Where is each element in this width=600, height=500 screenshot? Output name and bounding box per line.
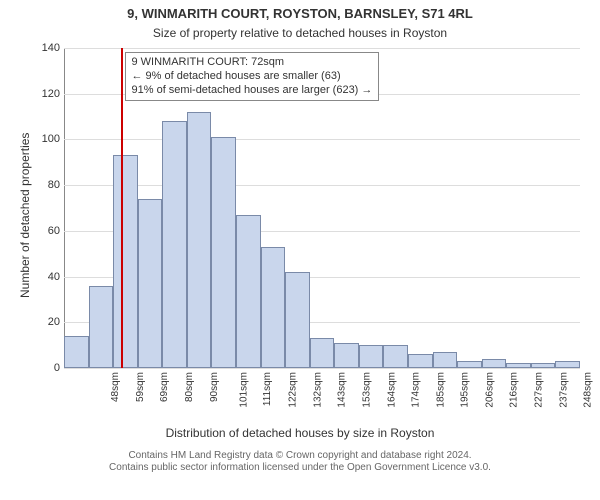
chart-container: { "header": { "address": "9, WINMARITH C… [0,0,600,500]
x-tick-label: 174sqm [411,372,422,408]
x-tick-label: 185sqm [435,372,446,408]
x-tick-label: 216sqm [509,372,520,408]
x-tick-label: 111sqm [262,372,273,406]
x-tick-label: 59sqm [135,372,146,402]
x-tick-label: 132sqm [312,372,323,408]
histogram-bar [236,215,261,368]
histogram-bar [64,336,89,368]
x-tick-label: 195sqm [460,372,471,408]
y-tick-label: 0 [30,362,60,374]
annotation-line: 91% of semi-detached houses are larger (… [132,84,373,98]
annotation-line: 9 WINMARITH COURT: 72sqm [132,56,373,70]
y-tick-label: 20 [30,316,60,328]
y-tick-label: 120 [30,88,60,100]
histogram-bar [334,343,359,368]
chart-subtitle: Size of property relative to detached ho… [0,26,600,40]
y-tick-label: 140 [30,42,60,54]
x-tick-label: 69sqm [159,372,170,402]
gridline [64,368,580,369]
histogram-bar [187,112,212,368]
plot-area: 9 WINMARITH COURT: 72sqm← 9% of detached… [64,48,580,368]
histogram-bar [408,354,433,368]
y-tick-label: 100 [30,133,60,145]
footer: Contains HM Land Registry data © Crown c… [0,450,600,474]
histogram-bar [531,363,556,368]
histogram-bar [211,137,236,368]
histogram-bar [555,361,580,368]
x-tick-label: 227sqm [534,372,545,408]
histogram-bar [162,121,187,368]
x-tick-label: 164sqm [386,372,397,408]
x-tick-label: 143sqm [337,372,348,408]
gridline [64,48,580,49]
x-tick-label: 122sqm [288,372,299,408]
histogram-bar [113,155,138,368]
histogram-bar [506,363,531,368]
y-tick-label: 60 [30,225,60,237]
annotation-box: 9 WINMARITH COURT: 72sqm← 9% of detached… [125,52,380,101]
x-tick-label: 153sqm [362,372,373,408]
histogram-bar [261,247,286,368]
x-tick-label: 101sqm [239,372,250,408]
footer-line-2: Contains public sector information licen… [0,462,600,474]
x-tick-label: 80sqm [184,372,195,402]
x-axis-label: Distribution of detached houses by size … [0,426,600,440]
histogram-bar [457,361,482,368]
x-tick-label: 237sqm [558,372,569,408]
histogram-bar [383,345,408,368]
gridline [64,139,580,140]
annotation-line: ← 9% of detached houses are smaller (63) [132,70,373,84]
y-tick-label: 80 [30,179,60,191]
histogram-bar [89,286,114,368]
histogram-bar [433,352,458,368]
x-tick-label: 90sqm [209,372,220,402]
histogram-bar [138,199,163,368]
histogram-bar [310,338,335,368]
x-tick-label: 206sqm [484,372,495,408]
x-tick-label: 48sqm [110,372,121,402]
gridline [64,185,580,186]
histogram-bar [482,359,507,368]
histogram-bar [359,345,384,368]
x-tick-label: 248sqm [583,372,594,408]
histogram-bar [285,272,310,368]
reference-line [121,48,123,368]
footer-line-1: Contains HM Land Registry data © Crown c… [0,450,600,462]
chart-title: 9, WINMARITH COURT, ROYSTON, BARNSLEY, S… [0,6,600,21]
y-tick-label: 40 [30,271,60,283]
